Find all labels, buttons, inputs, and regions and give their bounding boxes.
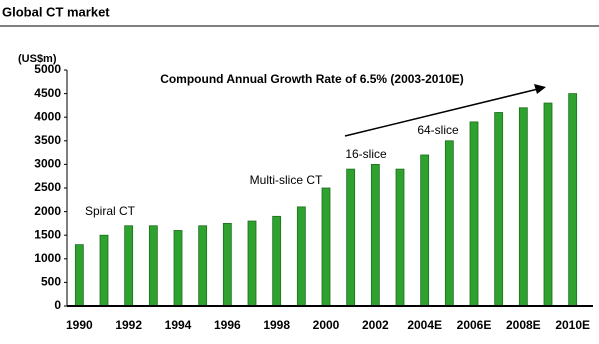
x-tick-label: 2002 [362,318,389,332]
bar [469,121,479,307]
y-tick-label: 2500 [34,180,61,194]
x-tick-label: 1992 [115,318,142,332]
x-tick-label: 1990 [66,318,93,332]
bar [198,225,208,307]
bar [272,215,282,307]
y-tick-label: 1500 [34,227,61,241]
bar [420,154,430,307]
chart-title: Global CT market [2,4,110,19]
bar [568,93,578,307]
y-tick-label: 3000 [34,157,61,171]
y-tick-label: 5000 [34,62,61,76]
bar [247,220,257,307]
bar [518,107,528,307]
bar [99,234,109,307]
x-tick-label: 1996 [214,318,241,332]
bar [74,244,84,307]
y-tick-label: 500 [41,275,61,289]
annotation: Spiral CT [85,204,136,218]
bar [395,168,405,307]
x-tick-label: 2000 [313,318,340,332]
y-axis-label: (US$m) [18,53,57,65]
bar [222,222,232,307]
x-tick-label: 2010E [555,318,590,332]
bar [543,102,553,307]
x-tick-label: 2004E [407,318,442,332]
bar [124,225,134,307]
bar [370,163,380,307]
y-tick-label: 4500 [34,86,61,100]
y-tick-label: 2000 [34,204,61,218]
annotation: Multi-slice CT [250,173,323,187]
y-tick-label: 1000 [34,251,61,265]
annotation: Compound Annual Growth Rate of 6.5% (200… [160,72,464,86]
annotation: 64-slice [417,123,459,137]
y-tick-label: 3500 [34,133,61,147]
arrow-head [534,84,546,94]
bar [444,140,454,307]
bar [346,168,356,307]
bar [321,187,331,307]
bar [173,230,183,307]
y-tick-label: 0 [54,298,61,312]
trend-arrow [344,88,539,137]
x-tick-label: 2008E [506,318,541,332]
x-tick-label: 1998 [263,318,290,332]
x-tick-label: 2006E [457,318,492,332]
bar [494,112,504,307]
bar [296,206,306,307]
bar [148,225,158,307]
x-tick-label: 1994 [165,318,192,332]
y-tick-label: 4000 [34,109,61,123]
annotation: 16-slice [345,147,387,161]
